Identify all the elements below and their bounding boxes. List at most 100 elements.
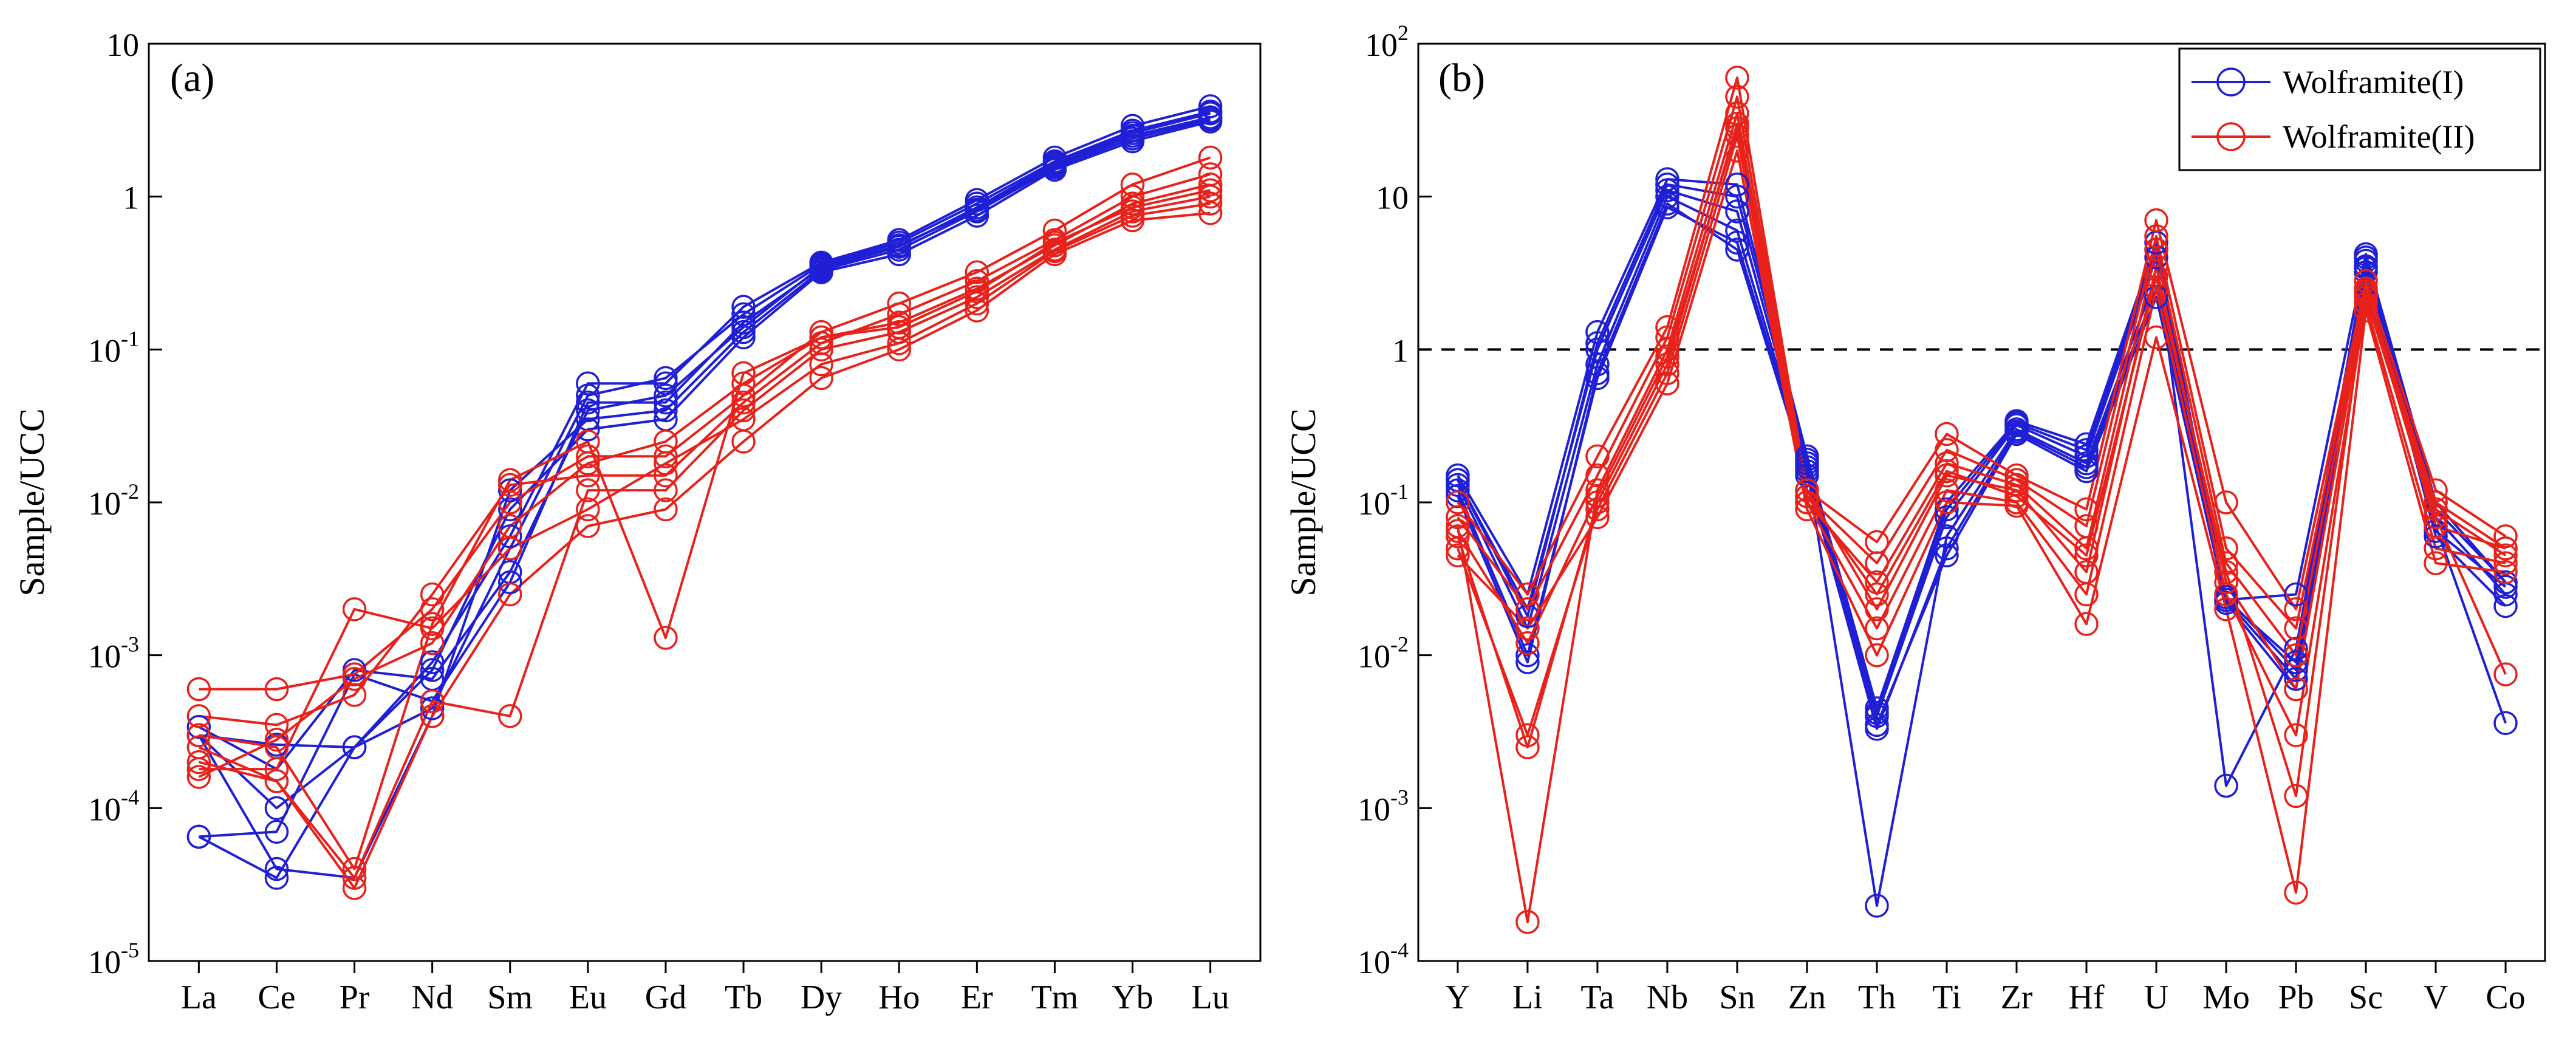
x-tick-label: Co: [2485, 979, 2525, 1016]
data-point: [2284, 616, 2308, 641]
data-point: [420, 689, 445, 714]
series-line: [198, 116, 1211, 771]
data-point: [1655, 337, 1679, 362]
data-point: [1198, 105, 1223, 129]
data-point: [1795, 463, 1819, 488]
y-axis-label-b: Sample/UCC: [1283, 408, 1323, 596]
data-point: [2424, 497, 2448, 522]
data-point: [1515, 650, 1540, 674]
data-point: [498, 582, 522, 607]
data-point: [1585, 320, 1610, 344]
data-point: [1725, 199, 1749, 224]
data-point: [2214, 536, 2238, 561]
y-tick-base: 1: [1392, 332, 1409, 369]
data-point: [1515, 910, 1540, 934]
data-point: [1935, 505, 1959, 530]
data-point: [2074, 455, 2099, 479]
data-point: [654, 383, 678, 408]
data-point: [887, 315, 911, 340]
data-point: [498, 570, 522, 595]
data-point: [186, 723, 211, 748]
data-point: [1725, 230, 1749, 255]
data-point: [1725, 238, 1749, 262]
data-point: [186, 750, 211, 775]
legend-swatch-marker: [2216, 67, 2246, 97]
data-point: [1655, 191, 1679, 216]
series-line: [1457, 127, 2506, 798]
series-line: [1457, 95, 2507, 630]
data-point: [1515, 631, 1540, 655]
series-line: [1457, 134, 2506, 737]
data-point: [965, 197, 989, 222]
data-point: [576, 417, 600, 442]
data-point: [731, 315, 756, 340]
data-point: [654, 398, 678, 423]
data-point: [887, 331, 911, 355]
data-point: [2004, 478, 2029, 502]
x-tick-label: Ho: [878, 979, 920, 1016]
data-point: [420, 616, 445, 641]
data-point: [2424, 490, 2448, 515]
data-point: [2004, 411, 2029, 436]
data-point: [654, 497, 678, 522]
data-point: [2074, 497, 2099, 522]
data-point: [731, 371, 756, 395]
data-point: [576, 451, 600, 476]
data-point: [1585, 337, 1610, 362]
data-point: [1042, 230, 1067, 255]
y-tick-label: 1: [123, 180, 139, 216]
data-point: [264, 769, 289, 793]
data-point: [420, 631, 445, 655]
data-point: [186, 677, 211, 702]
data-point: [2144, 224, 2168, 248]
data-point: [2144, 285, 2168, 309]
data-point: [731, 398, 756, 423]
data-point: [1198, 99, 1223, 124]
data-point: [576, 478, 600, 502]
y-tick-exponent: -2: [121, 479, 139, 504]
series-line: [198, 211, 1211, 889]
y-tick-base: 10: [88, 485, 121, 522]
data-point: [2493, 551, 2518, 575]
data-point: [654, 478, 678, 502]
y-tick-base: 10: [1365, 27, 1398, 63]
data-point: [1795, 484, 1819, 508]
y-tick-base: 10: [1358, 485, 1390, 522]
data-point: [2214, 559, 2238, 584]
x-tick-label: Sm: [487, 979, 533, 1016]
data-point: [264, 728, 289, 752]
data-point: [965, 279, 989, 304]
data-point: [342, 683, 367, 707]
data-point: [420, 597, 445, 621]
legend-box: [2178, 47, 2541, 171]
x-tick-label: Ti: [1932, 979, 1961, 1016]
y-tick-label: 10: [106, 27, 139, 63]
data-point: [1042, 239, 1067, 264]
y-tick-exponent: -4: [1390, 938, 1409, 962]
data-point: [2214, 570, 2238, 595]
data-point: [1585, 444, 1610, 468]
y-tick-base: 10: [88, 944, 121, 980]
x-tick-label: Yb: [1112, 979, 1153, 1016]
x-tick-label: Nb: [1647, 979, 1688, 1016]
data-point: [2214, 551, 2238, 575]
data-point: [2284, 784, 2308, 809]
data-point: [1865, 643, 1889, 668]
data-point: [1935, 422, 1959, 446]
data-point: [1120, 118, 1145, 143]
data-point: [2214, 597, 2238, 621]
data-point: [1935, 459, 1959, 484]
data-point: [420, 582, 445, 607]
data-point: [186, 765, 211, 789]
data-point: [1585, 331, 1610, 355]
data-point: [1935, 536, 1959, 561]
series-line: [198, 104, 1211, 880]
data-point: [2144, 208, 2168, 233]
data-point: [1865, 551, 1889, 575]
data-point: [887, 291, 911, 316]
data-point: [342, 735, 367, 759]
data-point: [576, 371, 600, 395]
data-point: [1446, 543, 1470, 568]
data-point: [2354, 298, 2378, 323]
plot-area-a: [186, 94, 1223, 900]
